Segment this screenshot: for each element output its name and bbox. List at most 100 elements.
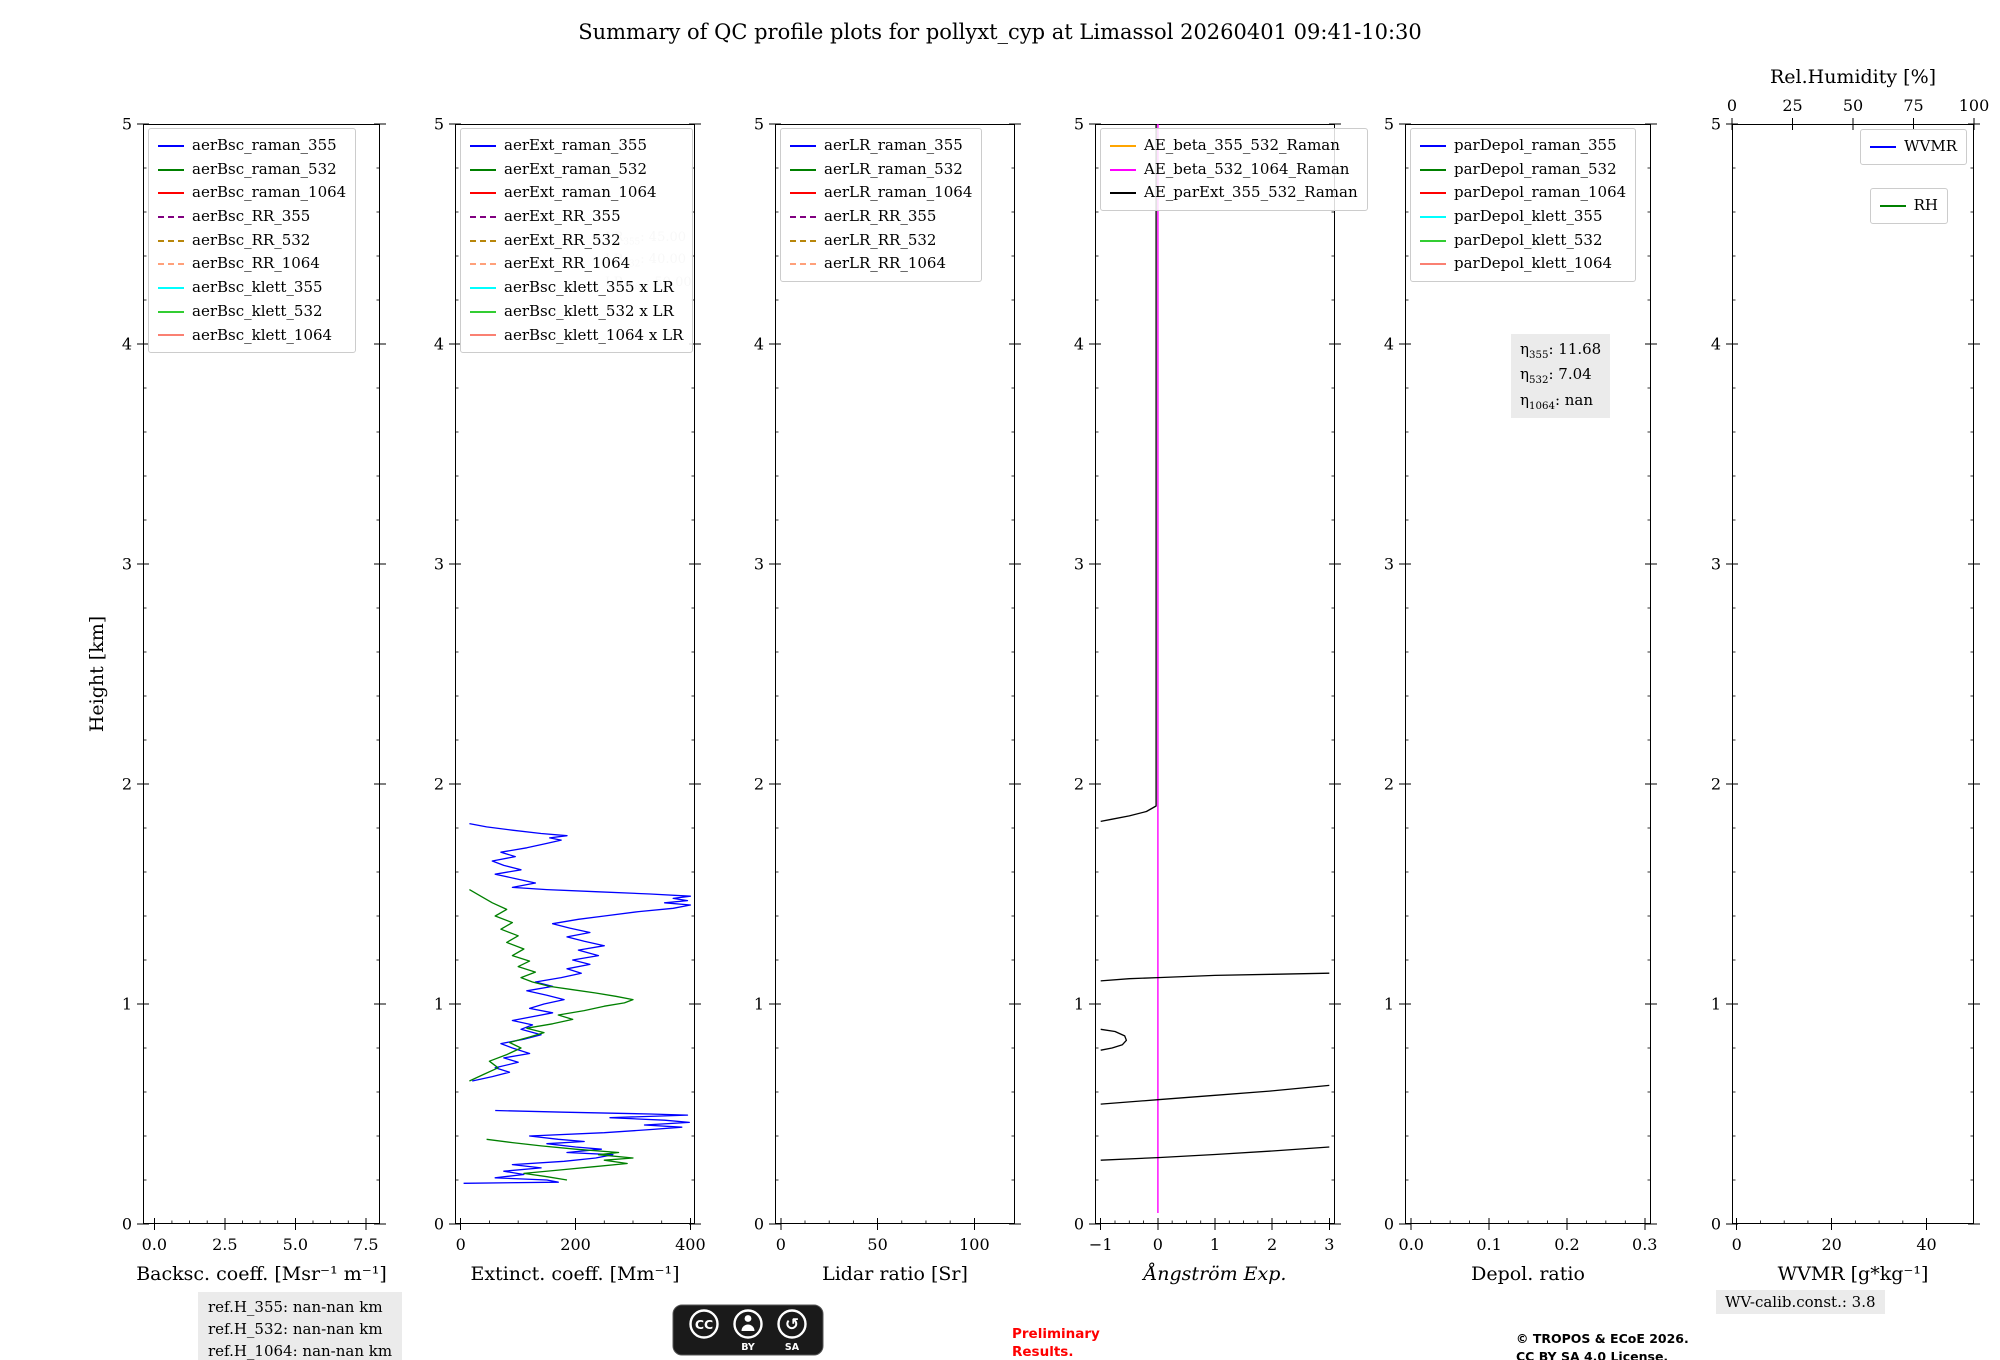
legend-label: aerExt_raman_532 (504, 159, 647, 178)
legend-item: aerBsc_klett_532 (158, 300, 346, 324)
x-tick-label: −1 (1089, 1235, 1113, 1254)
panel-angstroem: 0 1 2 3 4 5 −1 0 1 2 3 Ångström Exp. AE_beta_355_532… (1074, 115, 1368, 1285)
legend-item: parDepol_raman_355 (1420, 134, 1626, 158)
legend-label: AE_beta_355_532_Raman (1144, 136, 1340, 154)
x-tick-label: 100 (959, 1235, 990, 1254)
legend-label: aerBsc_klett_1064 x LR (504, 325, 684, 344)
legend-item: aerBsc_RR_355 (158, 205, 346, 229)
legend-label: aerLR_RR_532 (824, 230, 937, 249)
x-tick-label: 0.1 (1476, 1235, 1501, 1254)
legend-wvmr-2: RH (1869, 188, 1948, 224)
by-circle (733, 1309, 763, 1339)
y-tick-label: 5 (434, 115, 444, 134)
figure-title: Summary of QC profile plots for pollyxt_… (578, 20, 1422, 44)
legend-extinction: aerExt_raman_355 aerExt_raman_532 aerExt_r… (460, 128, 694, 354)
legend-item: WVMR (1870, 135, 1957, 159)
legend-lidar-ratio: aerLR_raman_355 aerLR_raman_532 aerLR_rama… (780, 128, 983, 283)
cc-license-badge: CC ↺ BY SA (672, 1304, 824, 1360)
legend-line-sample (1110, 168, 1136, 171)
x-axis-label: Lidar ratio [Sr] (822, 1263, 968, 1285)
y-tick-label: 3 (1074, 555, 1084, 574)
y-tick-label: 2 (1074, 775, 1084, 794)
legend-label: aerExt_RR_1064 (504, 254, 631, 273)
legend-item: parDepol_klett_1064 (1420, 252, 1626, 276)
legend-angstroem: AE_beta_355_532_Raman AE_beta_532_1064_Ra… (1100, 128, 1368, 212)
legend-item: parDepol_klett_532 (1420, 229, 1626, 253)
copyright-line-1: © TROPOS & ECoE 2026. (1516, 1331, 1689, 1346)
legend-item: aerLR_raman_532 (790, 158, 972, 182)
legend-item: aerLR_RR_355 (790, 205, 972, 229)
x-tick-label: 200 (560, 1235, 591, 1254)
ref-height-532: ref.H_532: nan-nan km (208, 1319, 383, 1338)
legend-backscatter: aerBsc_raman_355 aerBsc_raman_532 aerBsc_r… (148, 128, 357, 354)
y-tick-label: 2 (1711, 775, 1721, 794)
legend-line-sample (470, 168, 496, 171)
x-tick-label: 400 (675, 1235, 706, 1254)
y-tick-label: 2 (122, 775, 132, 794)
y-tick-label: 0 (122, 1215, 132, 1234)
top-tick-label: 75 (1903, 96, 1923, 115)
series-aerExt_raman_532 (486, 1138, 634, 1181)
legend-label: aerBsc_raman_355 (192, 136, 337, 154)
y-tick-label: 4 (754, 335, 764, 354)
legend-item: aerLR_raman_1064 (790, 181, 972, 205)
y-tick-label: 0 (1711, 1215, 1721, 1234)
legend-label: parDepol_raman_532 (1454, 159, 1617, 178)
legend-label: aerBsc_klett_1064 (192, 325, 333, 344)
y-tick-label: 0 (434, 1215, 444, 1234)
y-tick-label: 4 (122, 335, 132, 354)
legend-label: aerLR_RR_1064 (824, 254, 947, 273)
legend-line-sample (1420, 192, 1446, 195)
x-axis-label: Extinct. coeff. [Mm⁻¹] (470, 1263, 679, 1285)
top-tick-label: 0 (1727, 96, 1737, 115)
legend-line-sample (470, 192, 496, 195)
x-tick-label: 0 (1153, 1235, 1163, 1254)
legend-line-sample (1420, 239, 1446, 242)
y-tick-label: 4 (434, 335, 444, 354)
legend-label: AE_parExt_355_532_Raman (1144, 183, 1358, 202)
series-AE_parExt_355_532_Raman (1100, 1084, 1330, 1105)
eta-value-line: η355: 11.68 (1520, 340, 1602, 361)
ref-height-note: ref.H_355: nan-nan km ref.H_532: nan-nan… (198, 1292, 403, 1360)
legend-line-sample (470, 334, 496, 337)
x-tick-label: 50 (867, 1235, 887, 1254)
calibration-eta-note: η355: 11.68 η532: 7.04 η1064: nan (1511, 334, 1611, 418)
top-tick-label: 50 (1843, 96, 1863, 115)
x-axis-label: WVMR [g*kg⁻¹] (1778, 1263, 1929, 1285)
y-tick-label: 3 (1384, 555, 1394, 574)
sa-circle (777, 1309, 807, 1339)
legend-line-sample (158, 286, 184, 289)
legend-line-sample (158, 239, 184, 242)
series-AE_parExt_355_532_Raman (1100, 972, 1330, 982)
y-tick-label: 0 (1384, 1215, 1394, 1234)
legend-item: aerBsc_raman_532 (158, 158, 346, 182)
x-tick-label: 3 (1324, 1235, 1334, 1254)
legend-line-sample (158, 310, 184, 313)
sa-arrows-icon: ↺ (785, 1315, 799, 1335)
legend-item: aerBsc_klett_355 x LR (470, 276, 683, 300)
cc-icon-label: CC (695, 1317, 713, 1332)
copyright-note: © TROPOS & ECoE 2026. CC BY SA 4.0 Licen… (1516, 1330, 1689, 1360)
legend-label: aerBsc_raman_532 (192, 159, 337, 178)
panel-backscatter: 0 1 2 3 4 5 0.0 2.5 5.0 7.5 Backsc. coeff. [Msr⁻¹ … (122, 115, 387, 1286)
y-tick-label: 3 (122, 555, 132, 574)
legend-label: WVMR (1904, 137, 1957, 155)
x-axis-label: Ångström Exp. (1142, 1263, 1287, 1285)
legend-label: aerBsc_RR_355 (192, 207, 311, 226)
panel-depol: 0 1 2 3 4 5 0.0 0.1 0.2 0.3 Depol. ratio parDepol_r… (1384, 115, 1658, 1286)
plot-area-backscatter: 0 1 2 3 4 5 0.0 2.5 5.0 7.5 Backsc. coeff. [Msr⁻¹ … (122, 115, 387, 1286)
x-axis-label: Backsc. coeff. [Msr⁻¹ m⁻¹] (136, 1263, 387, 1285)
x-tick-label: 0 (776, 1235, 786, 1254)
top-tick-label: 100 (1959, 96, 1990, 115)
x-tick-label: 0.0 (142, 1235, 167, 1254)
legend-label: aerExt_raman_1064 (504, 183, 657, 202)
person-icon (741, 1315, 755, 1331)
legend-item: parDepol_raman_532 (1420, 158, 1626, 182)
y-tick-label: 1 (434, 995, 444, 1014)
x-tick-label: 0.0 (1399, 1235, 1424, 1254)
y-tick-label: 3 (754, 555, 764, 574)
x-tick-label: 0.2 (1554, 1235, 1579, 1254)
y-tick-label: 2 (1384, 775, 1394, 794)
legend-label: RH (1913, 196, 1938, 214)
legend-label: AE_beta_532_1064_Raman (1144, 159, 1350, 178)
